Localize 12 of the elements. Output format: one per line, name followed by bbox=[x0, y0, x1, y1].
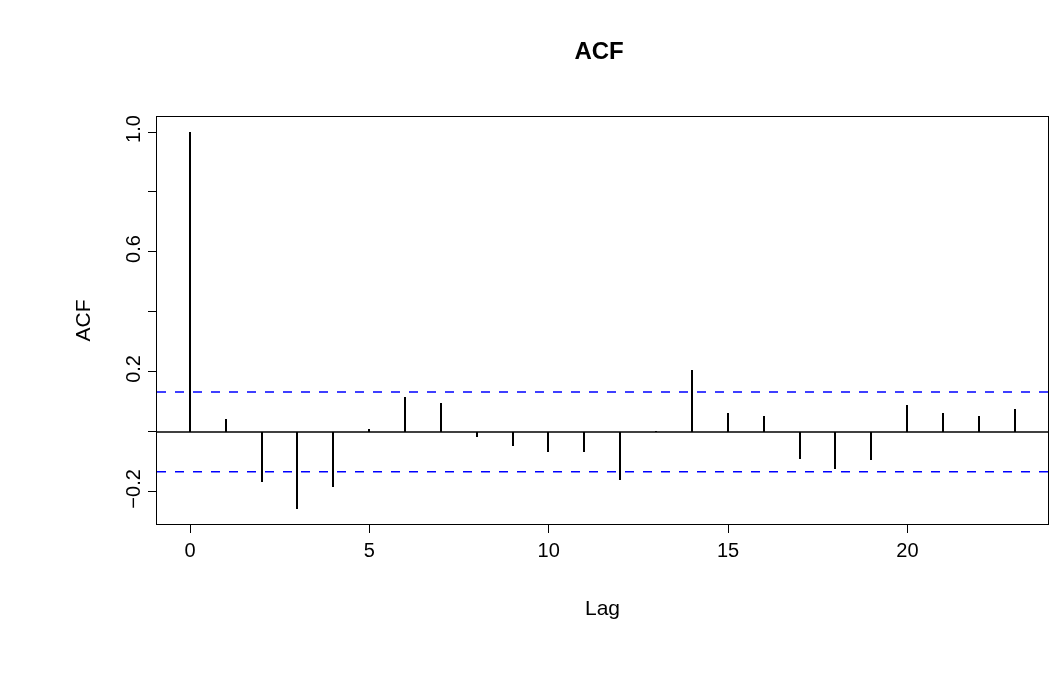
y-tick-label: 0.2 bbox=[121, 355, 144, 383]
x-tick-label: 15 bbox=[716, 539, 740, 562]
chart-title: ACF bbox=[574, 37, 624, 65]
x-tick-label: 5 bbox=[363, 539, 375, 562]
x-tick-label: 0 bbox=[184, 539, 196, 562]
x-tick-label: 20 bbox=[896, 539, 919, 562]
x-axis-title: Lag bbox=[584, 596, 621, 620]
y-axis-title: ACF bbox=[71, 299, 95, 342]
y-tick-label: 1.0 bbox=[121, 115, 144, 143]
y-tick-label: −0.2 bbox=[121, 469, 144, 509]
y-tick-label: 0.6 bbox=[121, 235, 144, 263]
x-tick-label: 10 bbox=[537, 539, 560, 562]
